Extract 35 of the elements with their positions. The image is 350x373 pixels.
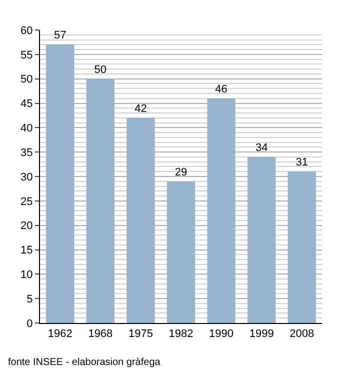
data-label: 50 bbox=[94, 64, 107, 76]
source-note: fonte INSEE - elaborasion gràfega bbox=[8, 357, 161, 368]
x-tick-label: 1982 bbox=[168, 328, 194, 340]
bar bbox=[166, 181, 196, 323]
x-tick-label: 2008 bbox=[290, 328, 314, 340]
x-tick-label: 1999 bbox=[249, 328, 274, 340]
y-tick-label: 10 bbox=[20, 269, 33, 282]
y-tick-label: 60 bbox=[20, 24, 33, 37]
y-tick-label: 0 bbox=[26, 318, 33, 330]
bar bbox=[46, 44, 74, 323]
y-tick-label: 35 bbox=[20, 146, 33, 159]
y-tick-label: 50 bbox=[20, 74, 33, 86]
bar bbox=[288, 172, 316, 323]
data-label: 46 bbox=[215, 83, 228, 96]
data-label: 31 bbox=[296, 156, 308, 169]
y-tick-label: 20 bbox=[20, 220, 33, 232]
bar bbox=[126, 118, 155, 323]
y-tick-label: 25 bbox=[20, 196, 33, 208]
data-label: 57 bbox=[54, 30, 66, 42]
y-tick-label: 40 bbox=[20, 122, 33, 135]
data-label: 42 bbox=[134, 102, 147, 115]
y-tick-label: 45 bbox=[20, 98, 33, 110]
x-tick-label: 1968 bbox=[88, 328, 113, 340]
data-label: 29 bbox=[174, 166, 188, 178]
data-label: 34 bbox=[255, 142, 268, 154]
bar bbox=[207, 98, 236, 323]
y-tick-label: 30 bbox=[20, 171, 33, 184]
bar bbox=[86, 78, 115, 323]
x-tick-label: 1962 bbox=[48, 328, 72, 340]
y-tick-label: 5 bbox=[26, 293, 33, 306]
y-tick-label: 55 bbox=[20, 49, 33, 62]
x-tick-label: 1975 bbox=[128, 328, 153, 340]
bar bbox=[247, 156, 276, 323]
y-tick-label: 15 bbox=[20, 244, 33, 257]
x-tick-label: 1990 bbox=[209, 328, 234, 340]
